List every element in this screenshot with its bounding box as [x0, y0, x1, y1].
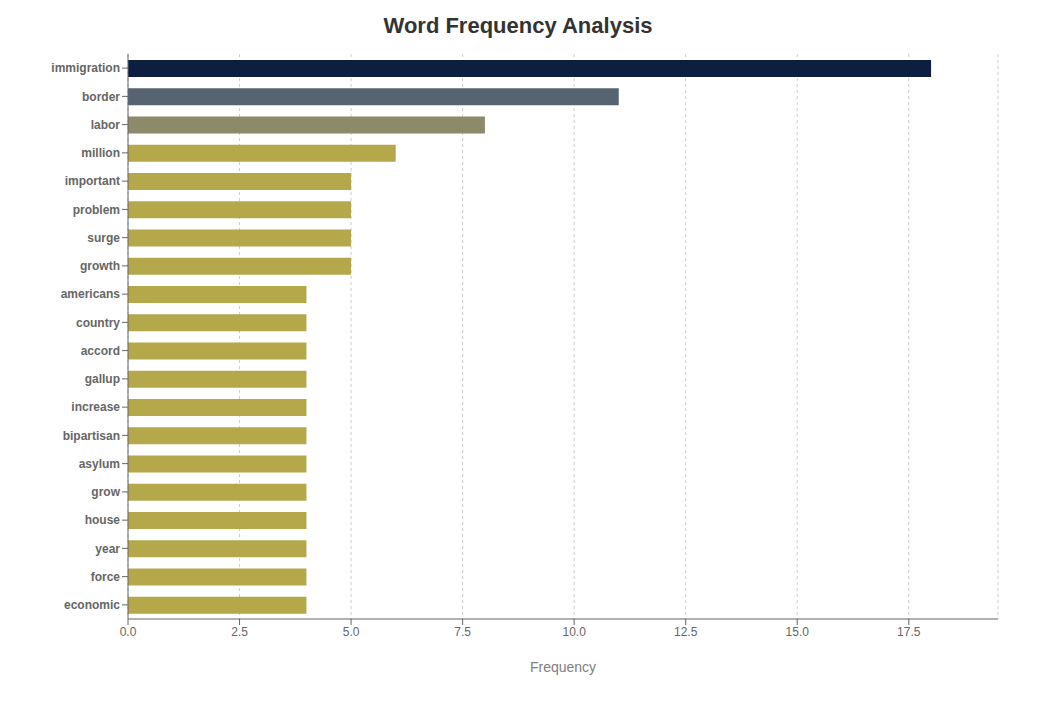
svg-text:17.5: 17.5	[897, 625, 921, 639]
svg-text:asylum: asylum	[79, 457, 120, 471]
svg-text:12.5: 12.5	[674, 625, 698, 639]
svg-text:0.0: 0.0	[120, 625, 137, 639]
svg-text:15.0: 15.0	[786, 625, 810, 639]
svg-text:house: house	[85, 513, 121, 527]
svg-text:labor: labor	[91, 118, 121, 132]
svg-text:economic: economic	[64, 598, 120, 612]
svg-text:surge: surge	[87, 231, 120, 245]
svg-text:force: force	[91, 570, 121, 584]
svg-text:important: important	[65, 174, 120, 188]
svg-text:year: year	[95, 542, 120, 556]
svg-text:country: country	[76, 316, 120, 330]
svg-text:grow: grow	[91, 485, 120, 499]
svg-text:accord: accord	[81, 344, 120, 358]
svg-text:7.5: 7.5	[454, 625, 471, 639]
html-text:Word Frequency Analysis: Word Frequency Analysis	[383, 13, 653, 38]
svg-text:growth: growth	[80, 259, 120, 273]
svg-text:americans: americans	[61, 287, 121, 301]
svg-text:Frequency: Frequency	[530, 659, 596, 675]
svg-text:million: million	[81, 146, 120, 160]
svg-text:problem: problem	[73, 203, 120, 217]
svg-text:5.0: 5.0	[343, 625, 360, 639]
svg-text:2.5: 2.5	[231, 625, 248, 639]
svg-text:border: border	[82, 90, 120, 104]
svg-text:10.0: 10.0	[562, 625, 586, 639]
svg-text:bipartisan: bipartisan	[63, 429, 120, 443]
svg-text:increase: increase	[71, 400, 120, 414]
svg-text:immigration: immigration	[51, 61, 120, 75]
svg-text:gallup: gallup	[85, 372, 120, 386]
